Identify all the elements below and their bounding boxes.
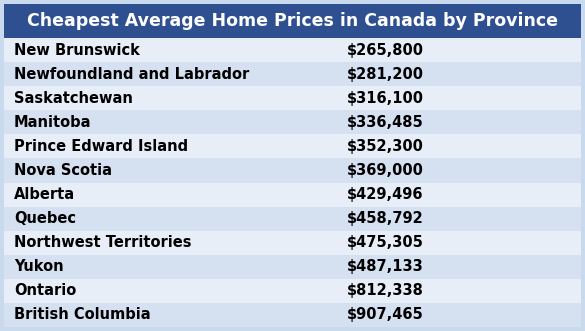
Text: Prince Edward Island: Prince Edward Island — [14, 139, 188, 154]
Bar — [4, 4, 581, 38]
Bar — [4, 207, 581, 231]
Text: $487,133: $487,133 — [347, 259, 424, 274]
Text: Northwest Territories: Northwest Territories — [14, 235, 191, 250]
Bar — [4, 38, 581, 62]
Bar — [4, 110, 581, 134]
Bar — [4, 182, 581, 207]
Text: $336,485: $336,485 — [347, 115, 424, 130]
Text: $281,200: $281,200 — [347, 67, 424, 82]
Text: Saskatchewan: Saskatchewan — [14, 91, 133, 106]
Text: Cheapest Average Home Prices in Canada by Province: Cheapest Average Home Prices in Canada b… — [27, 12, 558, 30]
Bar — [4, 255, 581, 279]
Text: Ontario: Ontario — [14, 283, 76, 298]
Text: New Brunswick: New Brunswick — [14, 43, 140, 58]
Text: $429,496: $429,496 — [347, 187, 424, 202]
Text: Alberta: Alberta — [14, 187, 75, 202]
Text: $352,300: $352,300 — [347, 139, 424, 154]
Text: $369,000: $369,000 — [347, 163, 424, 178]
Text: Manitoba: Manitoba — [14, 115, 91, 130]
Text: Quebec: Quebec — [14, 211, 76, 226]
Text: $907,465: $907,465 — [347, 307, 424, 322]
Text: $812,338: $812,338 — [347, 283, 424, 298]
Bar — [4, 159, 581, 182]
Text: $265,800: $265,800 — [347, 43, 424, 58]
Bar — [4, 62, 581, 86]
Text: Newfoundland and Labrador: Newfoundland and Labrador — [14, 67, 249, 82]
Text: $475,305: $475,305 — [347, 235, 424, 250]
Bar — [4, 303, 581, 327]
Text: British Columbia: British Columbia — [14, 307, 150, 322]
Bar — [4, 231, 581, 255]
Bar — [4, 86, 581, 110]
Bar — [4, 279, 581, 303]
Bar — [4, 134, 581, 159]
Text: $458,792: $458,792 — [347, 211, 424, 226]
Text: $316,100: $316,100 — [347, 91, 424, 106]
Text: Nova Scotia: Nova Scotia — [14, 163, 112, 178]
Text: Yukon: Yukon — [14, 259, 64, 274]
